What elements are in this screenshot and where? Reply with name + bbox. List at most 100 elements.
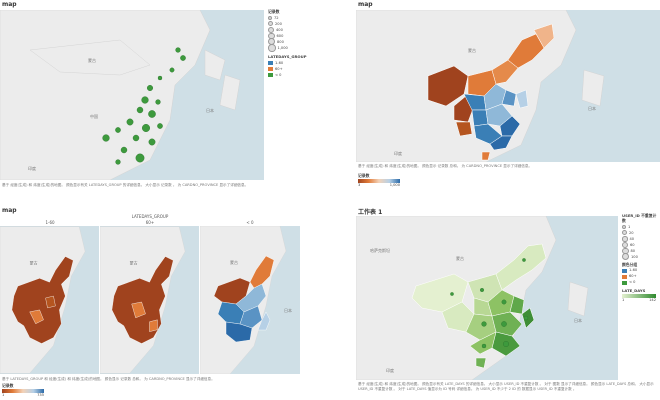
label-japan: 日本 bbox=[284, 307, 292, 313]
bubble bbox=[148, 110, 156, 118]
panel-map-2: map 蒙古 日本 印度 bbox=[356, 0, 660, 200]
label-mongolia: 蒙古 bbox=[230, 259, 238, 265]
size-legend-item: 1 bbox=[628, 224, 631, 229]
panel-map-1: map 蒙古 中国 日本 印度 bbox=[0, 0, 328, 200]
province bbox=[499, 115, 521, 137]
color-legend-item: 60+ bbox=[629, 274, 637, 279]
gradient-min: 1 bbox=[2, 392, 5, 397]
panel-title: map bbox=[358, 1, 373, 8]
map-view[interactable]: 蒙古 日本 印度 bbox=[356, 10, 660, 162]
facet-label: 60+ bbox=[145, 220, 155, 225]
bubble bbox=[126, 118, 134, 126]
gradient-bar bbox=[2, 388, 44, 393]
bubble bbox=[479, 287, 484, 292]
gradient-max: 142 bbox=[649, 297, 656, 302]
bubble bbox=[180, 55, 186, 61]
color-legend-item: < 0 bbox=[275, 72, 282, 77]
size-legend-item: 800 bbox=[277, 39, 284, 44]
gradient-legend-title: 记录数 bbox=[358, 173, 370, 178]
province bbox=[515, 89, 529, 109]
size-legend-item: 40 bbox=[629, 236, 635, 241]
size-legend-title: 记录数 bbox=[268, 9, 280, 14]
gradient-legend-title: 记录数 bbox=[2, 383, 14, 388]
bubble bbox=[141, 96, 149, 104]
facet-header: LATEDAYS_GROUP bbox=[131, 214, 169, 219]
bubble bbox=[115, 159, 121, 165]
label-mongolia: 蒙古 bbox=[30, 260, 38, 265]
map-canvas[interactable]: 蒙古 日本 印度 bbox=[356, 10, 660, 162]
color-legend-title: 颜色分组 bbox=[622, 261, 638, 267]
bubble bbox=[481, 321, 487, 327]
facet-label: 1-60 bbox=[45, 220, 55, 225]
bubble bbox=[155, 99, 161, 105]
panel-title: 工作表 1 bbox=[358, 209, 383, 216]
province bbox=[489, 135, 513, 151]
gradient-max: 1,000 bbox=[389, 182, 400, 187]
gradient-legend-title: LATE_DAYS bbox=[622, 287, 646, 293]
province bbox=[455, 121, 473, 137]
size-legend-item: 72 bbox=[274, 15, 279, 20]
bubble bbox=[146, 84, 153, 91]
label-india: 印度 bbox=[28, 165, 36, 171]
gradient-bar bbox=[622, 293, 656, 298]
label-china: 中国 bbox=[90, 113, 98, 119]
size-legend-title: USER_ID 不重复计数 bbox=[622, 213, 657, 223]
facet-map-3[interactable]: 蒙古 日本 bbox=[200, 226, 300, 374]
panel-title: map bbox=[2, 207, 17, 214]
map-view[interactable]: 哈萨克斯坦 蒙古 日本 印度 bbox=[356, 216, 618, 380]
facet-map-1[interactable]: 蒙古 bbox=[0, 226, 99, 374]
label-japan: 日本 bbox=[206, 107, 214, 113]
bubble bbox=[523, 315, 529, 321]
bubble bbox=[157, 123, 163, 129]
map-canvas[interactable]: 哈萨克斯坦 蒙古 日本 印度 bbox=[356, 216, 618, 380]
bubble bbox=[132, 134, 140, 142]
size-legend-item: 600 bbox=[276, 33, 284, 38]
bubble bbox=[141, 123, 150, 132]
label-india: 印度 bbox=[386, 367, 394, 373]
bubble bbox=[175, 47, 181, 53]
bubble bbox=[157, 75, 163, 81]
panel-caption: 基于 LATEDAYS_GROUP 和 经度(生成) 和 纬度(生成)的地图。 … bbox=[2, 377, 215, 381]
bubble bbox=[522, 258, 526, 262]
panel-caption: 基于 经度(生成) 和 纬度(生成)的地图。 颜色显示有关 LATE_DAYS … bbox=[358, 382, 654, 392]
color-legend-item: 60+ bbox=[275, 66, 283, 71]
province bbox=[491, 59, 519, 85]
label-india: 印度 bbox=[394, 150, 402, 156]
size-legend: 记录数 72 200 400 600 800 1,000 LATEDAYS_GR… bbox=[268, 9, 326, 78]
color-legend-item: < 0 bbox=[629, 280, 636, 285]
size-legend-item: 1,000 bbox=[277, 45, 288, 50]
size-legend-item: 20 bbox=[629, 230, 634, 235]
bubble bbox=[450, 292, 454, 296]
label-mongolia: 蒙古 bbox=[130, 260, 138, 265]
facet-map-2[interactable]: 蒙古 bbox=[100, 226, 199, 374]
province-regions bbox=[411, 243, 547, 369]
province-bubbles bbox=[102, 47, 186, 165]
panel-map-3: map LATEDAYS_GROUP 1-60 60+ < 0 蒙古 蒙古 bbox=[0, 206, 300, 400]
bubble bbox=[169, 67, 175, 73]
size-legend-item: 100 bbox=[631, 254, 638, 259]
bubble bbox=[120, 146, 128, 154]
map-view[interactable]: 蒙古 中国 日本 印度 bbox=[0, 10, 264, 180]
panel-worksheet-1: 工作表 1 哈萨克斯坦 蒙古 日本 印度 bbox=[356, 206, 660, 400]
bubble bbox=[115, 127, 121, 133]
map-canvas[interactable]: 蒙古 中国 日本 印度 bbox=[0, 10, 264, 180]
label-mongolia: 蒙古 bbox=[88, 57, 96, 63]
province bbox=[533, 23, 555, 49]
bubble bbox=[102, 134, 110, 142]
facet-label: < 0 bbox=[246, 220, 254, 225]
label-kazakhstan: 哈萨克斯坦 bbox=[370, 247, 390, 253]
color-legend-title: LATEDAYS_GROUP bbox=[268, 53, 307, 59]
bubble bbox=[502, 340, 509, 347]
gradient-min: 3 bbox=[358, 182, 361, 187]
gradient-max: 735 bbox=[37, 392, 44, 397]
bubble bbox=[501, 299, 507, 305]
color-legend-item: 1-60 bbox=[275, 60, 284, 65]
size-legend-item: 60 bbox=[630, 242, 635, 247]
bubble bbox=[148, 138, 156, 146]
label-mongolia: 蒙古 bbox=[456, 255, 464, 261]
size-legend-item: 400 bbox=[276, 27, 283, 32]
bubble bbox=[136, 106, 144, 114]
gradient-bar bbox=[358, 178, 400, 183]
province bbox=[481, 151, 491, 161]
gradient-legend: 记录数 1 735 bbox=[2, 383, 62, 398]
